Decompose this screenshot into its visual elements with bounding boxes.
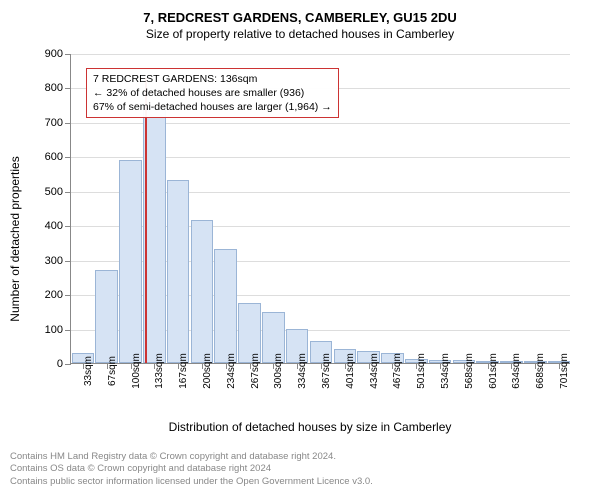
y-tick <box>65 192 71 193</box>
x-tick-label: 300sqm <box>273 353 284 389</box>
x-tick-label: 234sqm <box>226 353 237 389</box>
y-tick-label: 700 <box>45 117 63 129</box>
x-tick-label: 434sqm <box>369 353 380 389</box>
x-tick-label: 133sqm <box>154 353 165 389</box>
x-tick-label: 467sqm <box>392 353 403 389</box>
y-tick <box>65 54 71 55</box>
x-tick-label: 100sqm <box>131 353 142 389</box>
y-tick <box>65 157 71 158</box>
x-axis-label: Distribution of detached houses by size … <box>169 420 452 434</box>
x-tick-label: 501sqm <box>416 353 427 389</box>
y-tick-label: 100 <box>45 324 63 336</box>
histogram-bar <box>191 220 214 363</box>
gridline <box>71 54 570 55</box>
y-axis-label: Number of detached properties <box>8 156 22 321</box>
histogram-bar <box>167 180 190 363</box>
y-tick-label: 0 <box>57 358 63 370</box>
x-tick-label: 33sqm <box>83 356 94 386</box>
histogram-bar <box>214 249 237 363</box>
y-tick <box>65 295 71 296</box>
y-tick-label: 800 <box>45 82 63 94</box>
x-tick-label: 401sqm <box>345 353 356 389</box>
x-tick-label: 601sqm <box>488 353 499 389</box>
property-marker-line <box>145 78 147 363</box>
page-subtitle: Size of property relative to detached ho… <box>10 27 590 41</box>
x-tick-label: 634sqm <box>511 353 522 389</box>
x-tick-label: 668sqm <box>535 353 546 389</box>
histogram-bar <box>95 270 118 363</box>
chart-wrapper: Number of detached properties 0100200300… <box>30 49 590 429</box>
x-tick-label: 534sqm <box>440 353 451 389</box>
chart-container: 7, REDCREST GARDENS, CAMBERLEY, GU15 2DU… <box>0 0 600 500</box>
y-tick-label: 400 <box>45 220 63 232</box>
footer-line: Contains public sector information licen… <box>10 476 373 488</box>
y-tick <box>65 226 71 227</box>
y-tick-label: 200 <box>45 289 63 301</box>
footer-line: Contains OS data © Crown copyright and d… <box>10 463 373 475</box>
histogram-bar <box>119 160 142 363</box>
y-tick-label: 300 <box>45 255 63 267</box>
x-tick-label: 367sqm <box>321 353 332 389</box>
x-tick-label: 267sqm <box>250 353 261 389</box>
y-tick <box>65 364 71 365</box>
annotation-box: 7 REDCREST GARDENS: 136sqm← 32% of detac… <box>86 68 339 119</box>
y-tick-label: 600 <box>45 151 63 163</box>
footer-text: Contains HM Land Registry data © Crown c… <box>10 451 373 488</box>
y-tick <box>65 123 71 124</box>
x-tick-label: 167sqm <box>178 353 189 389</box>
x-tick-label: 701sqm <box>559 353 570 389</box>
annotation-line: 67% of semi-detached houses are larger (… <box>93 100 332 114</box>
annotation-line: 7 REDCREST GARDENS: 136sqm <box>93 72 332 86</box>
annotation-line: ← 32% of detached houses are smaller (93… <box>93 86 332 100</box>
y-tick <box>65 261 71 262</box>
y-tick <box>65 330 71 331</box>
x-tick-label: 334sqm <box>297 353 308 389</box>
y-tick <box>65 88 71 89</box>
y-tick-label: 500 <box>45 186 63 198</box>
x-tick-label: 67sqm <box>107 356 118 386</box>
y-tick-label: 900 <box>45 48 63 60</box>
x-tick-label: 568sqm <box>464 353 475 389</box>
x-tick-label: 200sqm <box>202 353 213 389</box>
footer-line: Contains HM Land Registry data © Crown c… <box>10 451 373 463</box>
plot-area: 010020030040050060070080090033sqm67sqm10… <box>70 54 570 364</box>
page-title: 7, REDCREST GARDENS, CAMBERLEY, GU15 2DU <box>10 10 590 25</box>
